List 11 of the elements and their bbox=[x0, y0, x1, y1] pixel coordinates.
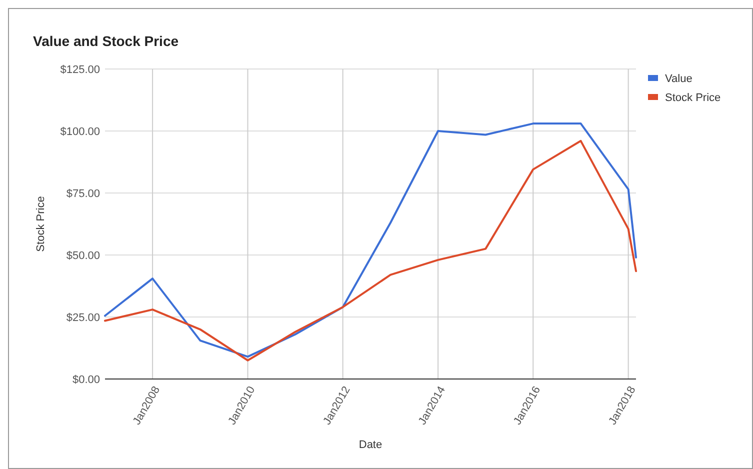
legend-label: Value bbox=[665, 72, 692, 85]
y-axis-title: Stock Price bbox=[35, 196, 47, 252]
y-tick-label: $75.00 bbox=[66, 188, 100, 200]
y-tick-label: $0.00 bbox=[72, 374, 100, 386]
y-tick-label: $25.00 bbox=[66, 312, 100, 324]
y-tick-label: $100.00 bbox=[60, 126, 100, 138]
chart-title: Value and Stock Price bbox=[33, 33, 179, 49]
legend-label: Stock Price bbox=[665, 92, 721, 104]
y-tick-label: $125.00 bbox=[60, 64, 100, 76]
x-axis-title: Date bbox=[358, 439, 382, 451]
y-tick-label: $50.00 bbox=[66, 250, 100, 262]
